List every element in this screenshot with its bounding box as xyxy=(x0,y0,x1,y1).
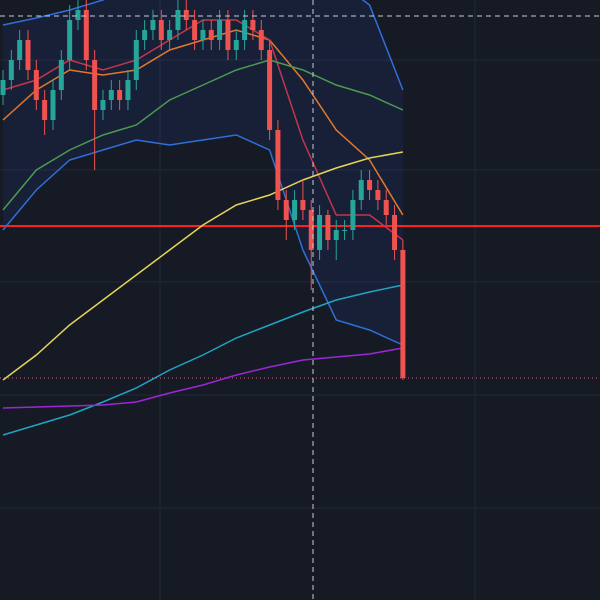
candle-body xyxy=(325,215,331,240)
candle-body xyxy=(392,215,398,250)
candle-body xyxy=(233,40,239,50)
candle-body xyxy=(75,10,81,20)
candle-body xyxy=(275,130,281,200)
candle-body xyxy=(58,60,64,90)
candle-body xyxy=(308,210,314,250)
candle-body xyxy=(100,100,106,110)
candle-body xyxy=(258,30,264,50)
candle-body xyxy=(317,215,323,250)
candle-body xyxy=(175,10,181,30)
candle-body xyxy=(250,20,256,30)
candle-body xyxy=(83,10,89,60)
candle-body xyxy=(367,180,373,190)
candle-body xyxy=(117,90,123,100)
indicator-line xyxy=(2,59,404,211)
candle-body xyxy=(333,230,339,240)
candle-body xyxy=(217,20,223,40)
plot-area xyxy=(0,0,600,436)
candle-body xyxy=(267,50,273,130)
candle-body xyxy=(92,60,98,110)
indicator-line xyxy=(2,284,404,436)
candle-body xyxy=(0,80,6,95)
indicator-line xyxy=(2,151,404,381)
candle-body xyxy=(50,90,56,120)
candle-body xyxy=(133,40,139,80)
candle-body xyxy=(300,200,306,210)
candle-body xyxy=(33,70,39,100)
candle-body xyxy=(142,30,148,40)
candle-body xyxy=(167,30,173,40)
candle-body xyxy=(242,20,248,40)
indicator-line xyxy=(2,347,404,409)
candle-body xyxy=(8,60,14,80)
candle-body xyxy=(108,90,114,100)
candle-body xyxy=(225,20,231,50)
candle-body xyxy=(400,250,406,378)
candle-body xyxy=(292,200,298,220)
candle-body xyxy=(25,40,31,70)
candle-body xyxy=(342,230,348,231)
candle-body xyxy=(283,200,289,220)
candle-body xyxy=(383,200,389,215)
candle-body xyxy=(358,180,364,200)
candle-body xyxy=(125,80,131,100)
indicator-line xyxy=(2,134,404,346)
candle-body xyxy=(17,40,23,60)
candle-body xyxy=(183,10,189,20)
candle-body xyxy=(200,30,206,40)
candle-body xyxy=(375,190,381,200)
candle-body xyxy=(192,20,198,40)
candle-body xyxy=(208,30,214,40)
candle-body xyxy=(150,20,156,30)
band-fill xyxy=(2,0,403,345)
candle-body xyxy=(350,200,356,230)
candle-body xyxy=(67,20,73,60)
candle-body xyxy=(42,100,48,120)
candle-body xyxy=(158,20,164,40)
